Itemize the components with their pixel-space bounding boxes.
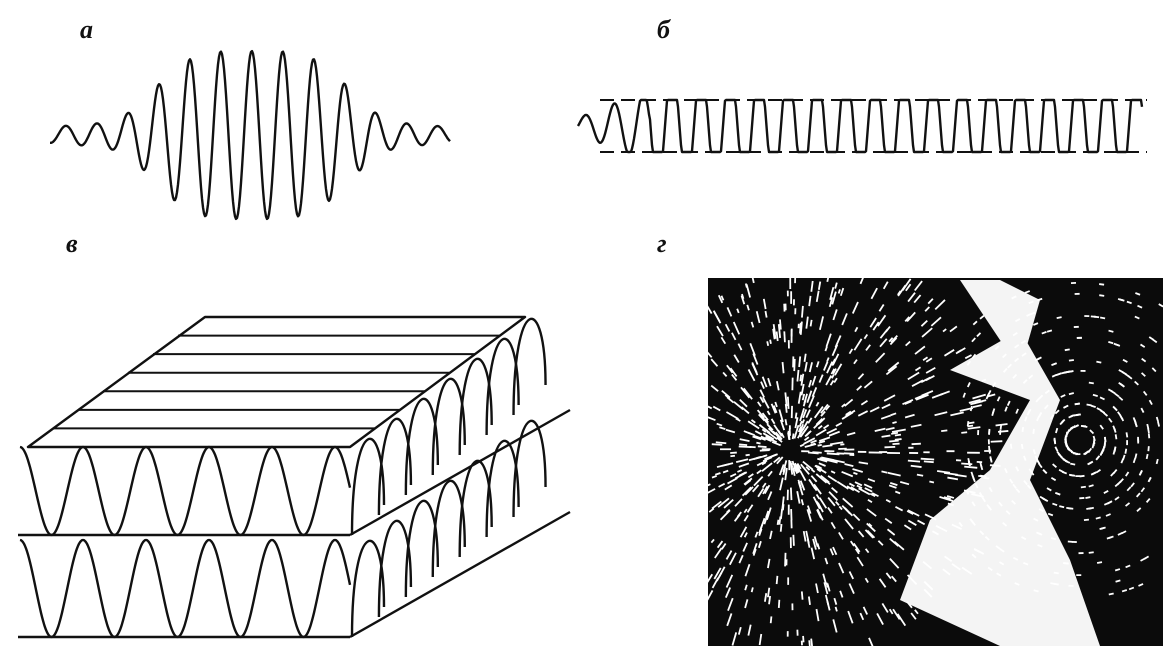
texture-speck	[999, 430, 1001, 435]
layer-wave	[20, 540, 350, 637]
texture-speck	[988, 439, 990, 444]
texture-speck	[788, 505, 790, 515]
texture-speck	[1074, 326, 1079, 328]
texture-speck	[1075, 453, 1080, 455]
texture-speck	[788, 460, 790, 470]
texture-speck	[791, 406, 793, 418]
texture-speck	[791, 330, 793, 343]
texture-speck	[787, 631, 789, 637]
texture-speck	[787, 490, 789, 500]
panel-label: г	[657, 229, 667, 258]
texture-speck	[909, 452, 918, 454]
texture-speck	[788, 340, 790, 348]
texture-speck	[824, 450, 829, 452]
texture-speck	[1075, 293, 1080, 295]
texture-speck	[1079, 497, 1084, 499]
texture-speck	[1078, 552, 1083, 554]
texture-speck	[790, 520, 792, 529]
texture-speck	[844, 449, 854, 451]
panel-label: б	[657, 15, 671, 44]
limited-wave	[578, 100, 1147, 152]
texture-speck	[794, 308, 796, 314]
texture-speck	[791, 378, 793, 391]
texture-speck	[887, 452, 900, 454]
panel-label: а	[80, 15, 93, 44]
texture-speck	[796, 630, 798, 636]
texture-speck	[977, 430, 979, 435]
texture-speck	[858, 451, 866, 453]
texture-speck	[790, 537, 792, 548]
texture-speck	[783, 304, 785, 312]
wave-packet	[50, 51, 450, 219]
texture-speck	[879, 451, 887, 453]
figure: а б в г	[0, 0, 1163, 646]
texture-speck	[798, 324, 800, 328]
wave	[578, 100, 1142, 152]
wave	[50, 51, 450, 219]
page: а б в г (() => { const data = JSON.parse…	[0, 0, 1163, 646]
texture-speck	[977, 461, 983, 463]
texture-speck	[720, 448, 731, 450]
texture-speck	[789, 275, 791, 289]
texture-speck	[1069, 585, 1074, 587]
texture-speck	[988, 430, 990, 435]
texture-speck	[794, 274, 796, 283]
texture-speck	[793, 299, 795, 305]
texture-speck	[787, 291, 789, 297]
texture-speck	[1081, 370, 1086, 372]
texture-speck	[1068, 541, 1073, 543]
texture-speck	[791, 603, 793, 610]
texture-speck	[790, 509, 792, 520]
texture-speck	[908, 447, 913, 449]
micrograph	[703, 274, 1163, 646]
texture-speck	[1084, 315, 1089, 317]
layer-wave	[20, 447, 350, 535]
texture-speck	[923, 451, 929, 453]
texture-speck	[956, 459, 961, 461]
texture-speck	[787, 577, 789, 585]
texture-speck	[946, 450, 954, 452]
panel-label: в	[66, 229, 78, 258]
texture-speck	[1071, 282, 1076, 284]
texture-speck	[801, 641, 803, 646]
texture-speck	[790, 291, 792, 304]
texture-speck	[1137, 438, 1139, 443]
texture-speck	[967, 452, 980, 454]
texture-speck	[1126, 440, 1128, 445]
layered-structure	[18, 317, 570, 637]
texture-speck	[1076, 574, 1081, 576]
texture-speck	[1077, 337, 1082, 339]
